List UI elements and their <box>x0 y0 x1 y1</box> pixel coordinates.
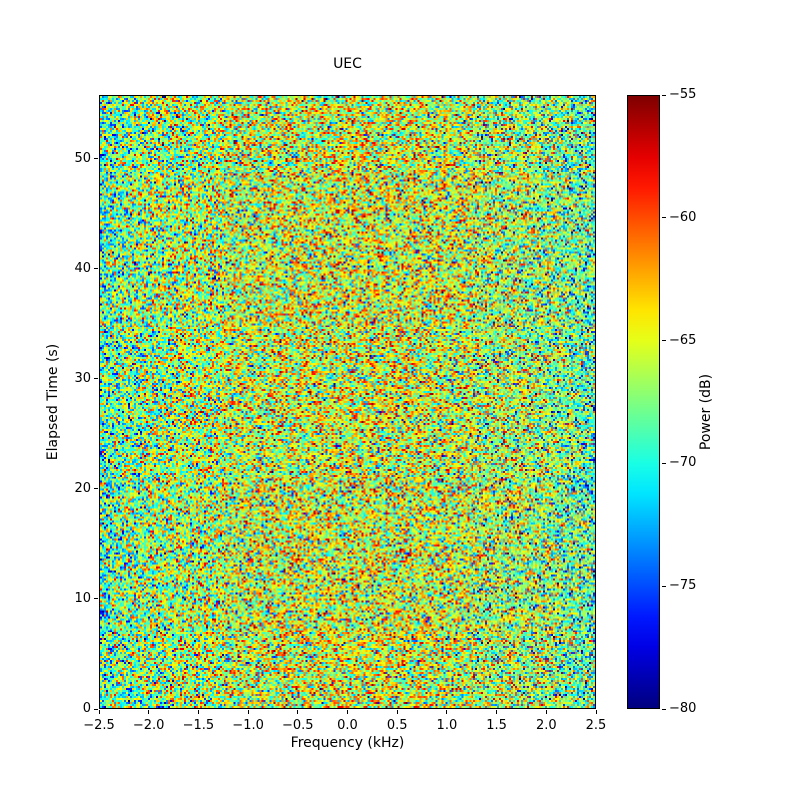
x-tick-label: −2.0 <box>132 718 165 733</box>
colorbar-tick-label: −80 <box>669 701 697 716</box>
x-axis-label: Frequency (kHz) <box>290 735 405 751</box>
colorbar-tick-mark <box>662 462 666 464</box>
x-tick-label: −2.5 <box>83 718 115 733</box>
colorbar-tick-label: −60 <box>669 209 697 225</box>
colorbar-tick-mark <box>662 708 666 710</box>
x-tick-mark <box>197 710 199 714</box>
x-tick-mark <box>545 710 547 714</box>
x-tick-mark <box>347 710 348 714</box>
colorbar-tick-mark <box>662 585 666 587</box>
plot-title: UEC <box>333 56 362 72</box>
colorbar-label: Power (dB) <box>698 373 714 451</box>
y-tick-mark <box>94 708 98 710</box>
y-tick-label: 0 <box>82 701 91 716</box>
x-tick-label: 2.5 <box>585 718 607 733</box>
x-tick-label: 1.5 <box>486 718 507 733</box>
x-tick-mark <box>297 710 299 714</box>
x-tick-label: 2.0 <box>535 718 557 733</box>
x-tick-label: −1.5 <box>182 718 215 733</box>
colorbar-tick-mark <box>662 340 666 342</box>
x-tick-mark <box>496 710 498 714</box>
x-tick-mark <box>595 710 597 714</box>
y-tick-label: 30 <box>74 370 91 386</box>
y-tick-mark <box>94 598 98 600</box>
colorbar-tick-label: −75 <box>669 578 697 594</box>
spectrogram-image <box>100 96 595 708</box>
colorbar-tick-mark <box>662 217 666 219</box>
x-tick-label: −1.0 <box>232 718 264 733</box>
y-tick-mark <box>94 158 98 160</box>
x-tick-label: 1.0 <box>436 718 458 733</box>
spectrogram-plot-area <box>99 95 596 709</box>
colorbar-tick-label: −70 <box>669 455 697 471</box>
y-axis-label: Elapsed Time (s) <box>45 343 61 461</box>
x-tick-mark <box>148 710 150 714</box>
y-tick-label: 50 <box>74 150 91 166</box>
y-tick-mark <box>94 268 98 270</box>
x-tick-label: 0.0 <box>337 718 358 733</box>
colorbar <box>627 95 660 709</box>
x-tick-label: 0.5 <box>386 718 408 733</box>
colorbar-tick-mark <box>662 94 666 96</box>
y-tick-mark <box>94 378 98 380</box>
x-tick-mark <box>98 710 100 714</box>
y-tick-mark <box>94 488 98 490</box>
colorbar-tick-label: −55 <box>669 87 697 102</box>
y-tick-label: 20 <box>74 480 91 496</box>
x-tick-mark <box>396 710 398 714</box>
x-tick-label: −0.5 <box>282 718 314 733</box>
y-tick-label: 10 <box>74 590 91 606</box>
x-tick-mark <box>247 710 249 714</box>
x-tick-mark <box>446 710 448 714</box>
colorbar-tick-label: −65 <box>669 332 697 348</box>
y-tick-label: 40 <box>74 260 91 276</box>
